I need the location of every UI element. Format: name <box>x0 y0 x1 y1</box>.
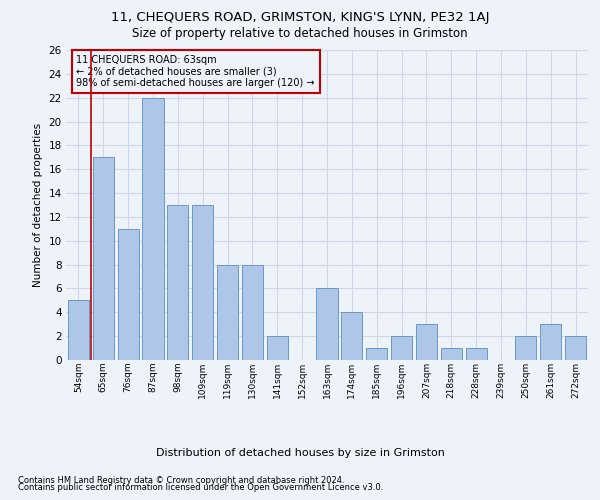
Bar <box>515 336 536 360</box>
Bar <box>118 229 139 360</box>
Bar <box>441 348 462 360</box>
Bar <box>217 264 238 360</box>
Bar <box>391 336 412 360</box>
Bar <box>466 348 487 360</box>
Bar <box>93 158 114 360</box>
Text: Size of property relative to detached houses in Grimston: Size of property relative to detached ho… <box>132 28 468 40</box>
Bar <box>316 288 338 360</box>
Bar <box>267 336 288 360</box>
Text: Contains public sector information licensed under the Open Government Licence v3: Contains public sector information licen… <box>18 484 383 492</box>
Bar <box>416 324 437 360</box>
Bar <box>540 324 561 360</box>
Bar <box>366 348 387 360</box>
Bar <box>68 300 89 360</box>
Text: 11 CHEQUERS ROAD: 63sqm
← 2% of detached houses are smaller (3)
98% of semi-deta: 11 CHEQUERS ROAD: 63sqm ← 2% of detached… <box>76 54 315 88</box>
Y-axis label: Number of detached properties: Number of detached properties <box>33 123 43 287</box>
Bar <box>565 336 586 360</box>
Bar <box>142 98 164 360</box>
Bar <box>192 205 213 360</box>
Bar <box>341 312 362 360</box>
Bar <box>167 205 188 360</box>
Text: Distribution of detached houses by size in Grimston: Distribution of detached houses by size … <box>155 448 445 458</box>
Text: 11, CHEQUERS ROAD, GRIMSTON, KING'S LYNN, PE32 1AJ: 11, CHEQUERS ROAD, GRIMSTON, KING'S LYNN… <box>111 11 489 24</box>
Bar <box>242 264 263 360</box>
Text: Contains HM Land Registry data © Crown copyright and database right 2024.: Contains HM Land Registry data © Crown c… <box>18 476 344 485</box>
